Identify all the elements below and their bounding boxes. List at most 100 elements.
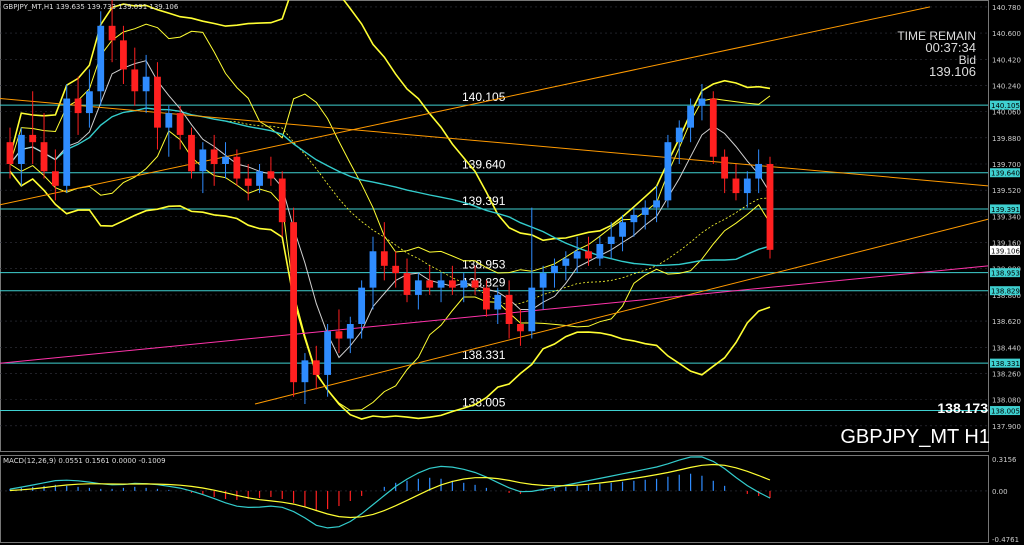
level-price-tag-text: 138.331 [991, 360, 1020, 368]
y-tick-label: 140.060 [992, 109, 1021, 117]
candle-body [108, 25, 116, 41]
level-price-tag [990, 358, 1020, 368]
y-tick-label: 139.160 [992, 240, 1021, 248]
candle [460, 273, 468, 303]
macd-panel-frame [0, 455, 989, 543]
candle-body [698, 98, 706, 106]
candle-body [471, 280, 479, 288]
candle-body [437, 280, 445, 288]
candle-body [743, 178, 751, 194]
level-label: 140.105 [462, 90, 506, 104]
candle [278, 171, 286, 237]
main-panel-frame [0, 0, 989, 452]
candle-body [448, 280, 456, 288]
candle [528, 207, 536, 339]
bid-value: 139.106 [929, 64, 976, 79]
candle-body [369, 251, 377, 288]
candle-body [278, 178, 286, 223]
candle [732, 164, 740, 201]
candle [301, 353, 309, 404]
candle-body [585, 251, 592, 259]
candle-body [199, 149, 207, 172]
level-price-tag-text: 138.829 [991, 288, 1020, 296]
candle-body [675, 127, 683, 143]
candle-body [539, 273, 547, 288]
candle-body [641, 207, 649, 215]
candle [17, 127, 25, 186]
bid-label: Bid [958, 53, 976, 67]
candle [494, 287, 502, 324]
candle-body [86, 91, 93, 114]
candle [471, 265, 479, 295]
candle [698, 84, 706, 121]
candle-body [573, 251, 581, 259]
candle-body [607, 236, 615, 244]
candle [596, 236, 604, 266]
candle-body [732, 178, 740, 194]
candle-body [562, 258, 570, 266]
ma-white [9, 60, 771, 359]
level-price-tag-text: 138.005 [991, 408, 1020, 416]
y-tick-label: 138.800 [992, 292, 1021, 300]
y-tick-label: 139.520 [992, 187, 1021, 195]
y-tick-label: 139.340 [992, 213, 1021, 221]
candle-body [51, 171, 59, 186]
candle-body [528, 287, 536, 332]
candle-body [653, 200, 660, 208]
candle [51, 149, 59, 201]
level-price-tag-text: 139.640 [991, 170, 1020, 178]
level-label: 139.391 [462, 194, 506, 208]
candle-body [426, 280, 434, 288]
candle-body [17, 134, 25, 164]
chart-symbol-label: GBPJPY_MT H1 [840, 426, 990, 448]
time-remain-panel: TIME REMAIN 00:37:34 Bid 139.106 [897, 30, 976, 78]
candle [709, 91, 717, 164]
candle [233, 149, 241, 186]
level-price-tag-text: 139.391 [991, 206, 1020, 214]
candle [392, 251, 400, 288]
candle-body [290, 222, 297, 383]
candle [664, 134, 672, 208]
candle [539, 265, 547, 310]
candle [256, 164, 263, 194]
candle-body [233, 156, 241, 179]
y-tick-label: 140.240 [992, 82, 1021, 90]
candle [63, 84, 71, 194]
y-tick-label: 140.420 [992, 56, 1021, 64]
candle [312, 345, 320, 390]
candle-body [63, 98, 71, 186]
candle-body [630, 214, 638, 223]
level-label: 138.953 [462, 258, 506, 272]
y-tick-label: 139.700 [992, 161, 1021, 169]
candle [483, 280, 490, 317]
bollinger-lower [9, 170, 771, 420]
macd-tick-label: 0.3156 [992, 456, 1017, 464]
candle [176, 105, 184, 150]
candle [6, 127, 14, 179]
candle-body [222, 156, 229, 164]
candle [403, 258, 411, 303]
candle-body [97, 25, 105, 92]
candle-body [165, 113, 173, 128]
current-price-tag-text: 139.106 [991, 247, 1020, 255]
candle [108, 0, 116, 63]
candle-body [403, 273, 411, 295]
candle [335, 309, 343, 354]
candle [97, 11, 105, 106]
candle-body [267, 171, 275, 179]
candle [755, 149, 763, 194]
level-price-tag [990, 286, 1020, 296]
candle [607, 222, 615, 259]
candle-body [210, 149, 218, 164]
candle-body [131, 69, 139, 92]
candle [380, 222, 388, 281]
candle [448, 265, 456, 295]
bollinger-upper [9, 0, 771, 242]
candle [244, 164, 252, 201]
y-tick-label: 140.780 [992, 4, 1021, 12]
candle-body [154, 76, 161, 128]
candle [40, 113, 48, 179]
candle [426, 265, 434, 295]
candle [505, 280, 513, 339]
candle-body [766, 164, 774, 250]
